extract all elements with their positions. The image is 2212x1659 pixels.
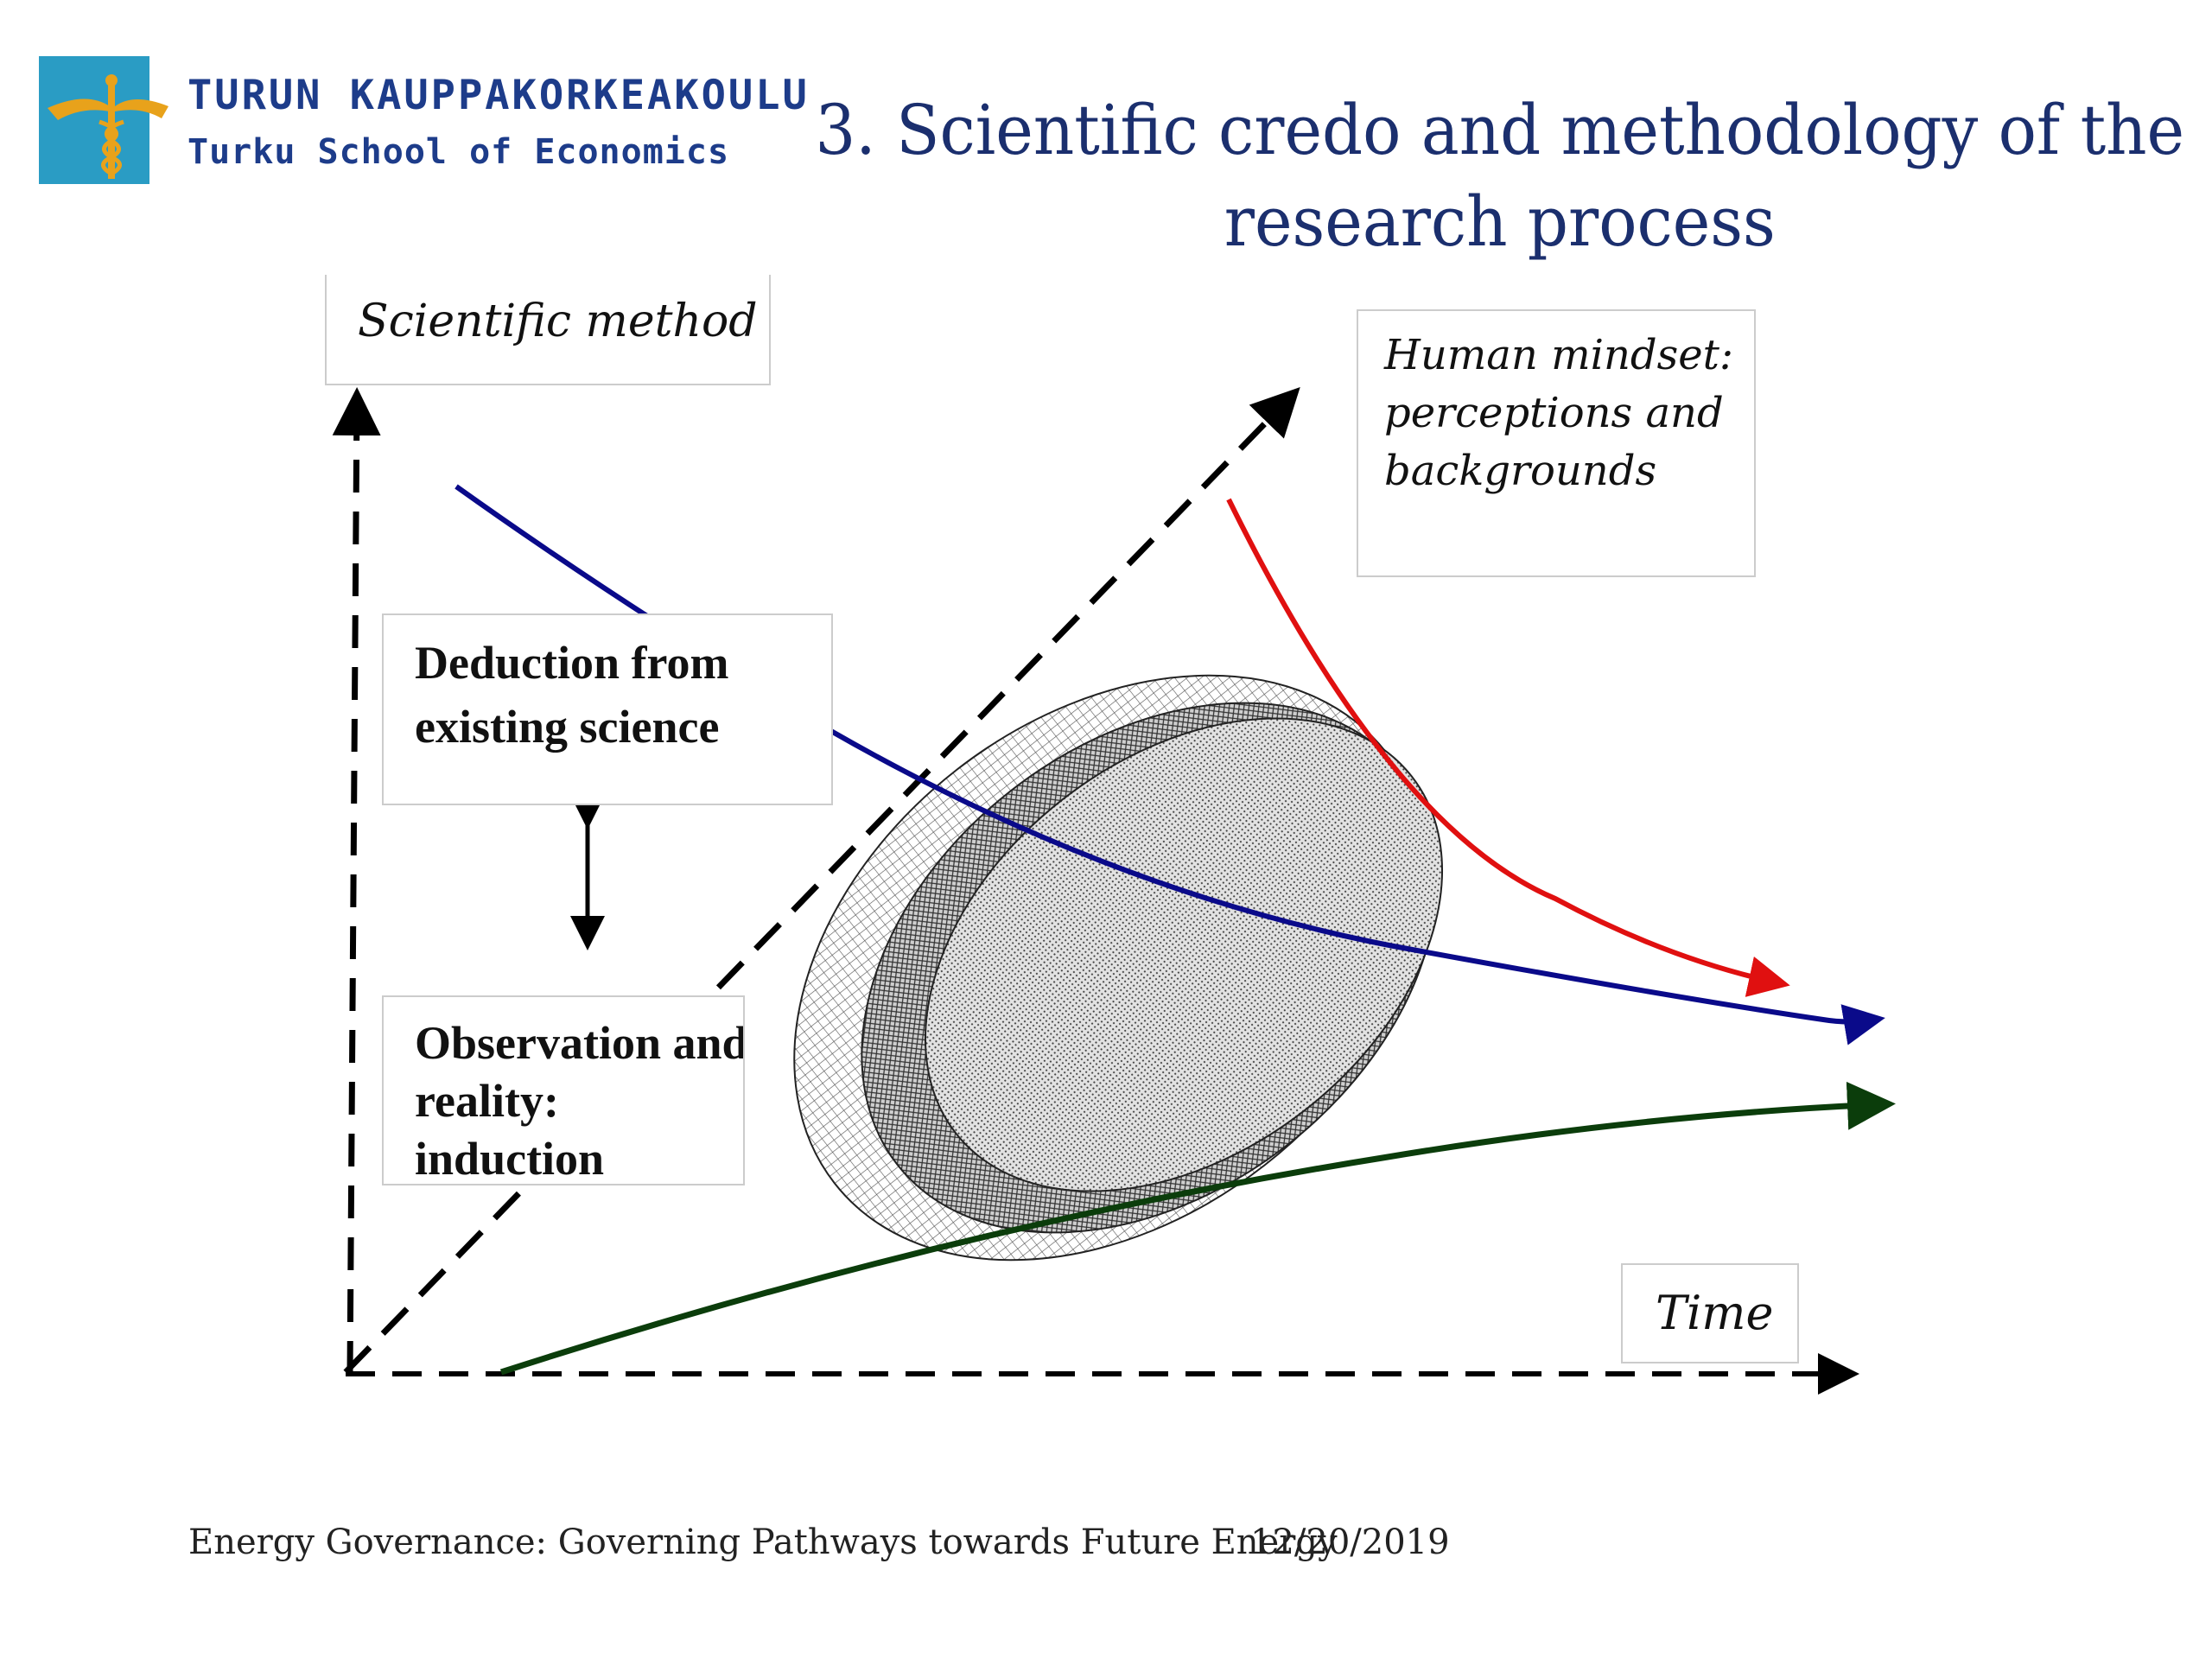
slide-title: 3. Scientific credo and methodology of t… <box>815 90 2185 262</box>
school-logo: TURUN KAUPPAKORKEAKOULU Turku School of … <box>39 56 807 186</box>
footer-course-title: Energy Governance: Governing Pathways to… <box>188 1522 1338 1562</box>
mindset-curve <box>1226 498 1790 997</box>
logo-title-finnish: TURUN KAUPPAKORKEAKOULU <box>188 72 810 119</box>
footer-date: 12/20/2019 <box>1250 1522 1450 1562</box>
deduction-label: Deduction from existing science <box>415 637 729 753</box>
logo-title-english: Turku School of Economics <box>188 132 730 172</box>
time-label-box: Time <box>1621 1263 1799 1363</box>
vertical-axis-arrow <box>332 387 381 1375</box>
inner-ellipse <box>925 717 1443 1192</box>
human-mindset-label-box: Human mindset: perceptions and backgroun… <box>1357 309 1756 577</box>
deduction-label-box: Deduction from existing science <box>382 613 833 805</box>
induction-curve <box>499 1081 1896 1376</box>
scientific-method-label-box: Scientific method <box>325 275 771 385</box>
human-mindset-label: Human mindset: perceptions and backgroun… <box>1384 331 1734 495</box>
mindset-axis-arrow <box>343 386 1300 1375</box>
observation-label: Observation and reality: induction <box>415 1017 745 1185</box>
scientific-method-label: Scientific method <box>358 296 758 347</box>
observation-label-box: Observation and reality: induction <box>382 995 745 1185</box>
time-label: Time <box>1656 1286 1774 1340</box>
caduceus-logo-icon <box>39 56 168 184</box>
